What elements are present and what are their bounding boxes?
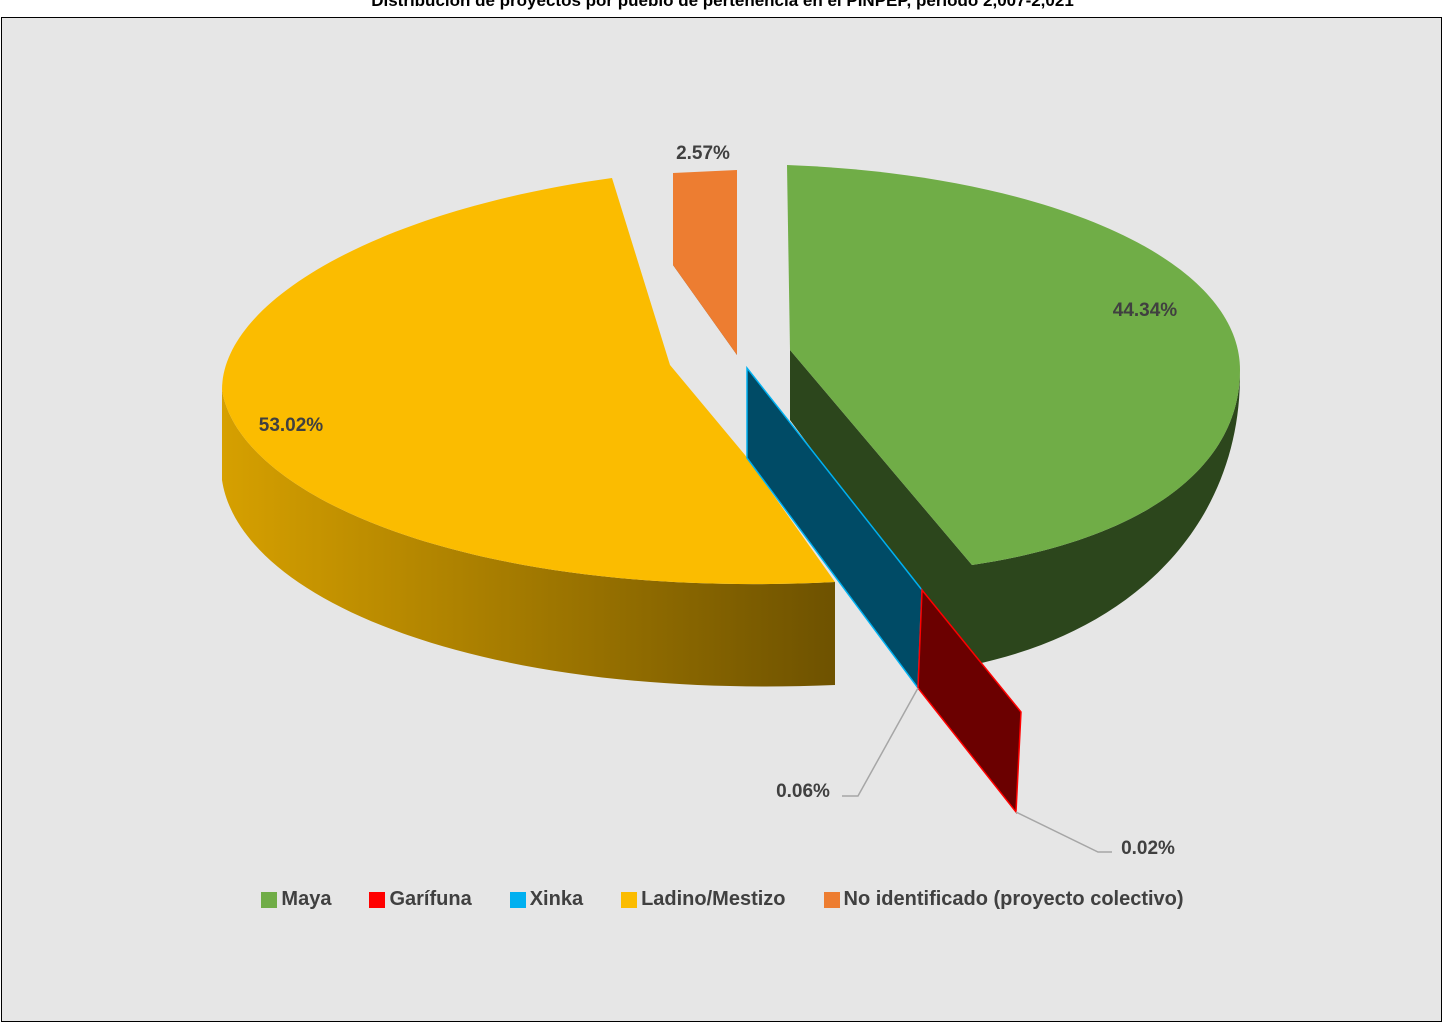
data-label-xinka: 0.06%	[776, 781, 830, 802]
leader-line-garifuna	[1015, 811, 1112, 853]
slice-maya[interactable]	[787, 165, 1240, 665]
legend-swatch-xinka	[509, 891, 526, 908]
slice-no-identificado-top	[673, 170, 737, 355]
leader-line-xinka	[842, 687, 919, 797]
legend: Maya Garífuna Xinka Ladino/Mestizo No id…	[0, 888, 1445, 911]
legend-label-maya: Maya	[281, 888, 332, 910]
slice-maya-top	[787, 165, 1240, 565]
slice-ladino-mestizo[interactable]	[222, 178, 835, 687]
data-label-garifuna: 0.02%	[1121, 838, 1175, 859]
slice-ladino-mestizo-top	[222, 178, 835, 585]
slice-ladino-mestizo-side	[222, 390, 835, 687]
legend-label-no-identificado: No identificado (proyecto colectivo)	[843, 888, 1184, 910]
legend-swatch-garifuna	[369, 891, 386, 908]
legend-swatch-maya	[261, 891, 278, 908]
slice-no-identificado[interactable]	[673, 170, 737, 355]
legend-label-xinka: Xinka	[529, 888, 584, 910]
legend-swatch-no-identificado	[823, 891, 840, 908]
legend-item-garifuna[interactable]: Garífuna	[369, 888, 472, 911]
legend-item-no-identificado[interactable]: No identificado (proyecto colectivo)	[823, 888, 1184, 911]
data-label-maya: 44.34%	[1113, 300, 1178, 321]
legend-label-ladino-mestizo: Ladino/Mestizo	[641, 888, 786, 910]
data-label-no-identificado: 2.57%	[676, 143, 730, 164]
slice-maya-side	[790, 350, 1240, 665]
chart-title: Distribución de proyectos por pueblo de …	[371, 0, 1074, 10]
legend-item-ladino-mestizo[interactable]: Ladino/Mestizo	[621, 888, 786, 911]
legend-label-garifuna: Garífuna	[389, 888, 472, 910]
legend-item-maya[interactable]: Maya	[261, 888, 331, 911]
data-label-ladino-mestizo: 53.02%	[259, 415, 324, 436]
legend-item-xinka[interactable]: Xinka	[509, 888, 584, 911]
legend-swatch-ladino-mestizo	[621, 891, 638, 908]
